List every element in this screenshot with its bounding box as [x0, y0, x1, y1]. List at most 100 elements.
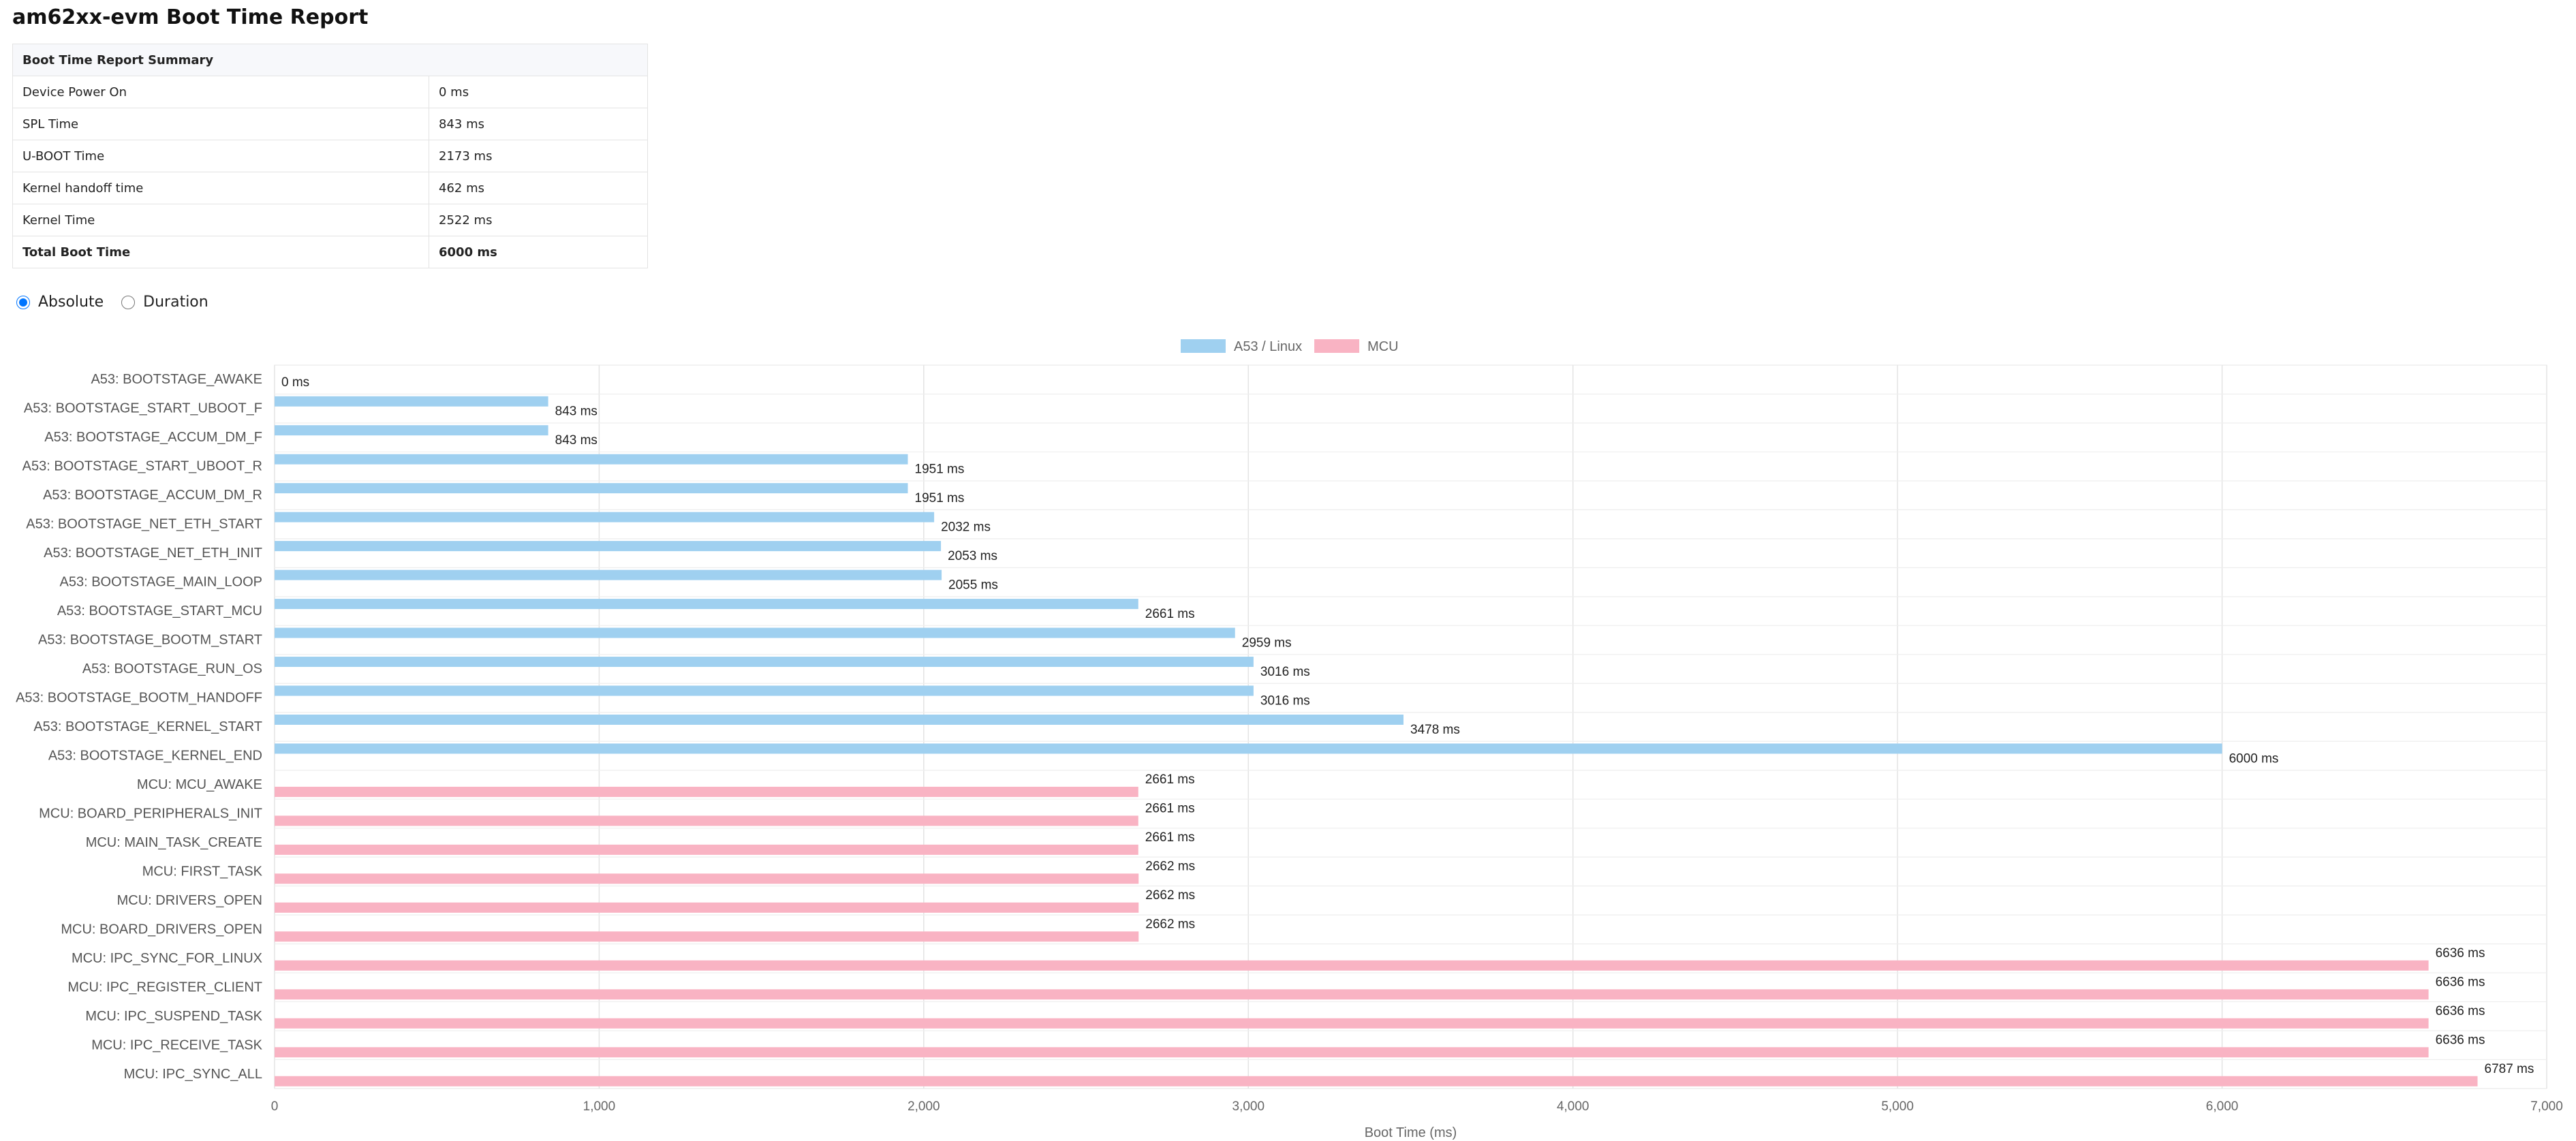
bar	[275, 425, 548, 436]
summary-value: 2522 ms	[429, 204, 648, 236]
summary-value: 843 ms	[429, 108, 648, 140]
y-category-label: MCU: BOARD_PERIPHERALS_INIT	[39, 806, 262, 821]
duration-label: Duration	[143, 294, 208, 311]
summary-row: SPL Time 843 ms	[12, 108, 648, 140]
summary-label: SPL Time	[12, 108, 429, 140]
summary-label: U-BOOT Time	[12, 140, 429, 172]
bar	[275, 569, 942, 580]
bar-value-label: 2959 ms	[1242, 636, 1292, 651]
y-category-label: A53: BOOTSTAGE_START_UBOOT_F	[24, 401, 262, 416]
y-category-label: MCU: IPC_RECEIVE_TASK	[91, 1037, 262, 1052]
bar-value-label: 2661 ms	[1145, 830, 1195, 845]
absolute-label: Absolute	[38, 294, 104, 311]
y-category-label: MCU: IPC_SUSPEND_TASK	[85, 1009, 262, 1024]
y-category-label: A53: BOOTSTAGE_START_MCU	[57, 604, 262, 619]
x-axis-title: Boot Time (ms)	[1365, 1125, 1457, 1140]
y-category-label: A53: BOOTSTAGE_NET_ETH_INIT	[44, 546, 262, 561]
x-tick-label: 7,000	[2530, 1099, 2563, 1114]
y-category-label: A53: BOOTSTAGE_START_UBOOT_R	[22, 459, 262, 474]
bar	[275, 685, 1254, 696]
y-category-label: A53: BOOTSTAGE_BOOTM_START	[38, 633, 262, 648]
absolute-radio[interactable]	[16, 295, 30, 309]
bar	[275, 931, 1139, 942]
bar-value-label: 1951 ms	[915, 463, 965, 477]
summary-total-label: Total Boot Time	[12, 236, 429, 268]
summary-label: Kernel Time	[12, 204, 429, 236]
y-category-label: MCU: IPC_SYNC_FOR_LINUX	[72, 951, 262, 966]
y-category-label: A53: BOOTSTAGE_RUN_OS	[82, 661, 262, 676]
summary-value: 0 ms	[429, 76, 648, 108]
bar	[275, 512, 935, 522]
bar-value-label: 2055 ms	[948, 578, 998, 593]
bar-value-label: 2661 ms	[1145, 801, 1195, 815]
boot-time-bar-chart: 0 1,000 2,000 3,000 4,000 5,000 6,000 7,000 A53:…	[16, 339, 2563, 1140]
bar	[275, 786, 1138, 797]
legend-swatch	[1181, 339, 1226, 353]
bar-value-label: 1951 ms	[915, 491, 965, 505]
legend-swatch	[1314, 339, 1360, 353]
y-category-label: MCU: MCU_AWAKE	[137, 777, 262, 792]
legend-label: MCU	[1367, 339, 1399, 354]
summary-header-row: Boot Time Report Summary	[12, 44, 648, 76]
bar	[275, 454, 908, 465]
bar-value-label: 2661 ms	[1145, 772, 1195, 787]
summary-row: Kernel handoff time 462 ms	[12, 172, 648, 204]
bar	[275, 1047, 2429, 1058]
y-category-label: A53: BOOTSTAGE_ACCUM_DM_R	[43, 488, 262, 503]
x-tick-label: 5,000	[1881, 1099, 1914, 1114]
absolute-option[interactable]: Absolute	[16, 294, 104, 311]
x-tick-label: 0	[271, 1099, 279, 1114]
bar-value-label: 843 ms	[555, 433, 598, 448]
bar	[275, 743, 2222, 754]
summary-header: Boot Time Report Summary	[12, 44, 648, 76]
bar-value-label: 3478 ms	[1410, 723, 1460, 737]
summary-total-value: 6000 ms	[429, 236, 648, 268]
bar	[275, 1076, 2478, 1087]
bar-value-label: 3016 ms	[1260, 694, 1310, 708]
y-category-label: A53: BOOTSTAGE_KERNEL_START	[33, 719, 262, 734]
bar	[275, 902, 1139, 913]
bar	[275, 1018, 2429, 1029]
x-tick-label: 2,000	[907, 1099, 940, 1114]
legend-label: A53 / Linux	[1234, 339, 1302, 354]
summary-label: Kernel handoff time	[12, 172, 429, 204]
x-tick-label: 1,000	[583, 1099, 616, 1114]
summary-total-row: Total Boot Time 6000 ms	[12, 236, 648, 268]
y-category-label: MCU: IPC_SYNC_ALL	[124, 1067, 262, 1082]
bar	[275, 844, 1138, 855]
y-category-label: A53: BOOTSTAGE_KERNEL_END	[48, 748, 262, 763]
y-category-label: A53: BOOTSTAGE_MAIN_LOOP	[60, 575, 263, 590]
bar-value-label: 6636 ms	[2436, 975, 2485, 989]
bar-value-label: 2662 ms	[1145, 917, 1195, 931]
bar-value-label: 0 ms	[281, 375, 309, 390]
y-category-label: MCU: BOARD_DRIVERS_OPEN	[61, 922, 262, 937]
bar-value-label: 6787 ms	[2485, 1062, 2534, 1076]
y-category-label: A53: BOOTSTAGE_BOOTM_HANDOFF	[16, 691, 262, 706]
bar-value-label: 2662 ms	[1145, 888, 1195, 903]
bar	[275, 396, 548, 407]
view-mode-toggle: Absolute Duration	[16, 294, 226, 311]
y-category-label: MCU: DRIVERS_OPEN	[117, 893, 262, 908]
summary-row: Kernel Time 2522 ms	[12, 204, 648, 236]
boot-time-summary-table: Boot Time Report Summary Device Power On…	[12, 44, 648, 268]
bar-value-label: 6000 ms	[2229, 751, 2279, 766]
bar	[275, 483, 908, 494]
bar	[275, 599, 1138, 610]
summary-row: Device Power On 0 ms	[12, 76, 648, 108]
bar-value-label: 6636 ms	[2436, 1004, 2485, 1018]
duration-option[interactable]: Duration	[121, 294, 208, 311]
bar	[275, 960, 2429, 971]
duration-radio[interactable]	[121, 295, 136, 309]
bar	[275, 815, 1138, 826]
y-category-label: MCU: IPC_REGISTER_CLIENT	[67, 980, 262, 995]
summary-row: U-BOOT Time 2173 ms	[12, 140, 648, 172]
bar	[275, 989, 2429, 1000]
bar	[275, 627, 1235, 638]
bar	[275, 657, 1254, 668]
bar-value-label: 2661 ms	[1145, 607, 1195, 621]
summary-label: Device Power On	[12, 76, 429, 108]
y-category-label: A53: BOOTSTAGE_AWAKE	[91, 372, 262, 387]
bar-value-label: 2053 ms	[948, 549, 997, 563]
y-category-label: MCU: FIRST_TASK	[142, 864, 263, 879]
bar	[275, 541, 942, 552]
